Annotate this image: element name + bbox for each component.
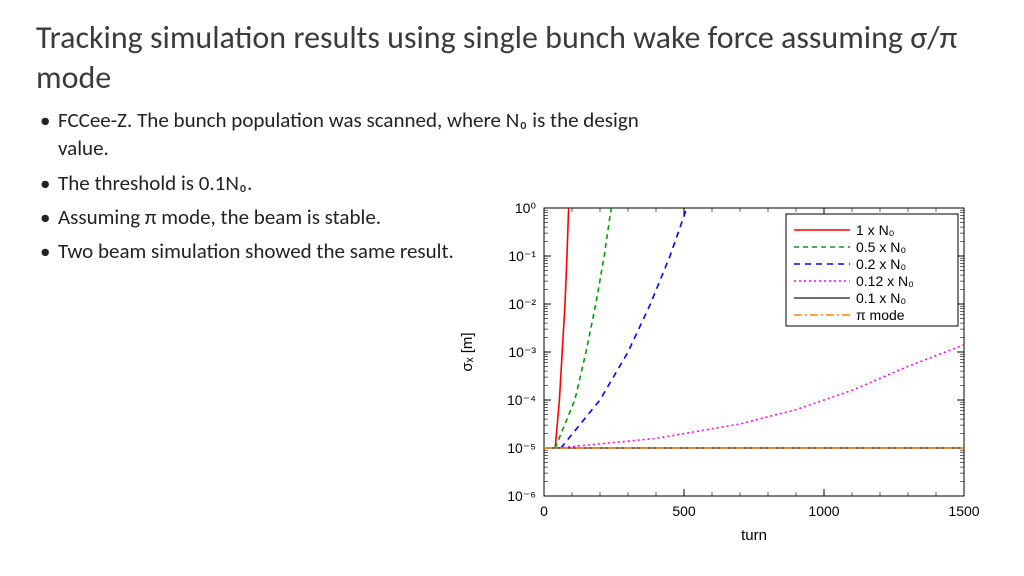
svg-text:0.1 x N₀: 0.1 x N₀: [856, 290, 906, 306]
svg-text:10⁰: 10⁰: [515, 200, 537, 216]
svg-text:turn: turn: [741, 527, 767, 544]
svg-text:10⁻¹: 10⁻¹: [508, 248, 536, 264]
svg-text:π mode: π mode: [856, 307, 905, 323]
svg-text:1 x N₀: 1 x N₀: [856, 222, 895, 238]
svg-text:10⁻³: 10⁻³: [508, 344, 536, 360]
svg-text:10⁻⁴: 10⁻⁴: [507, 392, 536, 408]
svg-text:0.12 x N₀: 0.12 x N₀: [856, 273, 914, 289]
svg-text:1000: 1000: [808, 503, 839, 519]
svg-text:500: 500: [672, 503, 696, 519]
svg-text:10⁻⁶: 10⁻⁶: [507, 488, 536, 504]
growth-chart: 0 500 1000 1500 10⁻⁶ 10⁻⁵ 10⁻⁴ 10⁻³ 10⁻² 10⁻¹ 10⁰ t…: [454, 190, 994, 550]
svg-text:10⁻²: 10⁻²: [508, 296, 536, 312]
svg-text:10⁻⁵: 10⁻⁵: [507, 440, 536, 456]
svg-text:0.5 x N₀: 0.5 x N₀: [856, 239, 906, 255]
svg-text:1500: 1500: [948, 503, 979, 519]
svg-text:σₓ [m]: σₓ [m]: [459, 332, 476, 371]
svg-text:0: 0: [540, 503, 548, 519]
page-title: Tracking simulation results using single…: [36, 18, 988, 98]
svg-text:0.2 x N₀: 0.2 x N₀: [856, 256, 906, 272]
bullet-item: FCCee-Z. The bunch population was scanne…: [36, 106, 676, 163]
